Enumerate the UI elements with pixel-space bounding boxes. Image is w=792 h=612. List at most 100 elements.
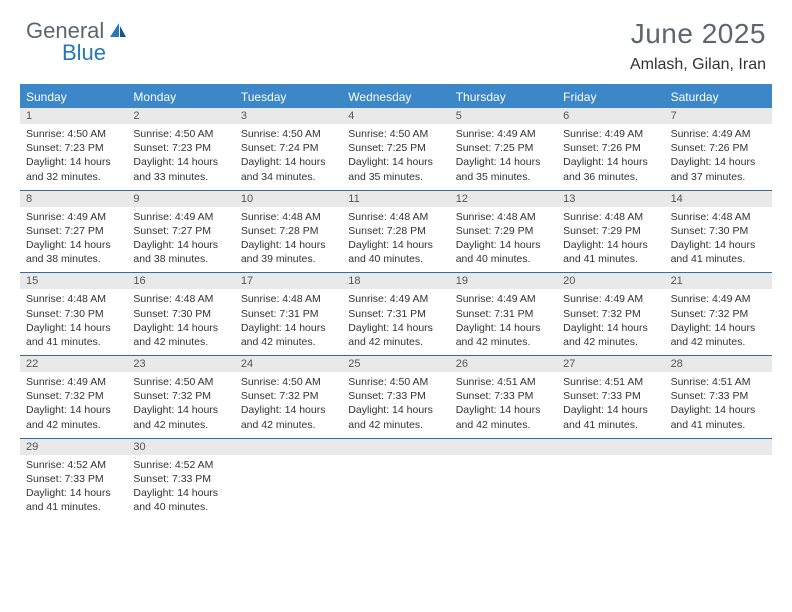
day-number: 11 bbox=[342, 191, 449, 207]
daylight-line: Daylight: 14 hours and 42 minutes. bbox=[456, 403, 551, 431]
sunrise-line: Sunrise: 4:48 AM bbox=[26, 292, 121, 306]
sunset-line: Sunset: 7:33 PM bbox=[348, 389, 443, 403]
day-content: Sunrise: 4:50 AMSunset: 7:24 PMDaylight:… bbox=[235, 124, 342, 190]
sunrise-line: Sunrise: 4:49 AM bbox=[26, 210, 121, 224]
day-number bbox=[450, 439, 557, 455]
sunrise-line: Sunrise: 4:48 AM bbox=[671, 210, 766, 224]
day-number: 20 bbox=[557, 273, 664, 289]
day-content: Sunrise: 4:50 AMSunset: 7:25 PMDaylight:… bbox=[342, 124, 449, 190]
sunset-line: Sunset: 7:33 PM bbox=[671, 389, 766, 403]
day-content: Sunrise: 4:49 AMSunset: 7:32 PMDaylight:… bbox=[557, 289, 664, 355]
day-cell: 7Sunrise: 4:49 AMSunset: 7:26 PMDaylight… bbox=[665, 108, 772, 190]
daylight-line: Daylight: 14 hours and 38 minutes. bbox=[26, 238, 121, 266]
sunset-line: Sunset: 7:28 PM bbox=[348, 224, 443, 238]
day-cell: 29 Sunrise: 4:52 AMSunset: 7:33 PMDayligh… bbox=[20, 439, 127, 521]
day-cell: 23Sunrise: 4:50 AMSunset: 7:32 PMDayligh… bbox=[127, 356, 234, 438]
week-row: 1Sunrise: 4:50 AMSunset: 7:23 PMDaylight… bbox=[20, 108, 772, 191]
sunset-line: Sunset: 7:32 PM bbox=[563, 307, 658, 321]
daylight-line: Daylight: 14 hours and 42 minutes. bbox=[26, 403, 121, 431]
day-content: Sunrise: 4:49 AMSunset: 7:32 PMDaylight:… bbox=[20, 372, 127, 438]
day-cell: 14Sunrise: 4:48 AMSunset: 7:30 PMDayligh… bbox=[665, 191, 772, 273]
day-content: Sunrise: 4:48 AMSunset: 7:30 PMDaylight:… bbox=[20, 289, 127, 355]
day-cell: 30Sunrise: 4:52 AMSunset: 7:33 PMDayligh… bbox=[127, 439, 234, 521]
sunrise-line: Sunrise: 4:49 AM bbox=[456, 292, 551, 306]
sunrise-line: Sunrise: 4:50 AM bbox=[348, 127, 443, 141]
day-number bbox=[665, 439, 772, 455]
sunset-line: Sunset: 7:33 PM bbox=[456, 389, 551, 403]
sunrise-line: Sunrise: 4:49 AM bbox=[563, 292, 658, 306]
day-cell: 2Sunrise: 4:50 AMSunset: 7:23 PMDaylight… bbox=[127, 108, 234, 190]
day-number: 30 bbox=[127, 439, 234, 455]
sunrise-line: Sunrise: 4:50 AM bbox=[133, 127, 228, 141]
day-cell: 18Sunrise: 4:49 AMSunset: 7:31 PMDayligh… bbox=[342, 273, 449, 355]
logo-text-blue: Blue bbox=[62, 40, 106, 66]
sunrise-line: Sunrise: 4:52 AM bbox=[26, 458, 121, 472]
day-number: 8 bbox=[20, 191, 127, 207]
sunset-line: Sunset: 7:31 PM bbox=[348, 307, 443, 321]
week-row: 29Sunrise: 4:52 AMSunset: 7:33 PMDayligh… bbox=[20, 439, 772, 521]
daylight-line: Daylight: 14 hours and 38 minutes. bbox=[133, 238, 228, 266]
sunset-line: Sunset: 7:33 PM bbox=[26, 472, 121, 486]
month-title: June 2025 bbox=[630, 18, 766, 50]
day-content: Sunrise: 4:49 AMSunset: 7:27 PMDaylight:… bbox=[20, 207, 127, 273]
sunset-line: Sunset: 7:28 PM bbox=[241, 224, 336, 238]
day-number: 4 bbox=[342, 108, 449, 124]
daylight-line: Daylight: 14 hours and 41 minutes. bbox=[563, 403, 658, 431]
sunrise-line: Sunrise: 4:48 AM bbox=[133, 292, 228, 306]
day-cell: 11Sunrise: 4:48 AMSunset: 7:28 PMDayligh… bbox=[342, 191, 449, 273]
daylight-line: Daylight: 14 hours and 41 minutes. bbox=[563, 238, 658, 266]
day-header-sun: Sunday bbox=[20, 86, 127, 108]
daylight-line: Daylight: 14 hours and 42 minutes. bbox=[241, 403, 336, 431]
sunset-line: Sunset: 7:25 PM bbox=[348, 141, 443, 155]
daylight-line: Daylight: 14 hours and 41 minutes. bbox=[26, 486, 121, 514]
sunset-line: Sunset: 7:30 PM bbox=[26, 307, 121, 321]
sunrise-line: Sunrise: 4:48 AM bbox=[456, 210, 551, 224]
daylight-line: Daylight: 14 hours and 42 minutes. bbox=[241, 321, 336, 349]
day-content: Sunrise: 4:48 AMSunset: 7:28 PMDaylight:… bbox=[235, 207, 342, 273]
sunset-line: Sunset: 7:32 PM bbox=[133, 389, 228, 403]
day-number: 5 bbox=[450, 108, 557, 124]
day-cell: 10Sunrise: 4:48 AMSunset: 7:28 PMDayligh… bbox=[235, 191, 342, 273]
sunset-line: Sunset: 7:27 PM bbox=[26, 224, 121, 238]
day-cell: 5Sunrise: 4:49 AMSunset: 7:25 PMDaylight… bbox=[450, 108, 557, 190]
daylight-line: Daylight: 14 hours and 42 minutes. bbox=[456, 321, 551, 349]
daylight-line: Daylight: 14 hours and 39 minutes. bbox=[241, 238, 336, 266]
sunrise-line: Sunrise: 4:50 AM bbox=[241, 375, 336, 389]
day-header-tue: Tuesday bbox=[235, 86, 342, 108]
day-number: 9 bbox=[127, 191, 234, 207]
day-number: 28 bbox=[665, 356, 772, 372]
sunset-line: Sunset: 7:23 PM bbox=[133, 141, 228, 155]
day-number: 23 bbox=[127, 356, 234, 372]
sunset-line: Sunset: 7:32 PM bbox=[241, 389, 336, 403]
sunset-line: Sunset: 7:24 PM bbox=[241, 141, 336, 155]
day-number: 21 bbox=[665, 273, 772, 289]
day-number: 29 bbox=[20, 439, 127, 455]
sunset-line: Sunset: 7:33 PM bbox=[133, 472, 228, 486]
day-cell: 1Sunrise: 4:50 AMSunset: 7:23 PMDaylight… bbox=[20, 108, 127, 190]
daylight-line: Daylight: 14 hours and 40 minutes. bbox=[133, 486, 228, 514]
day-number: 3 bbox=[235, 108, 342, 124]
sunrise-line: Sunrise: 4:49 AM bbox=[563, 127, 658, 141]
calendar: Sunday Monday Tuesday Wednesday Thursday… bbox=[20, 84, 772, 520]
sunset-line: Sunset: 7:31 PM bbox=[456, 307, 551, 321]
sunrise-line: Sunrise: 4:50 AM bbox=[26, 127, 121, 141]
sunrise-line: Sunrise: 4:51 AM bbox=[563, 375, 658, 389]
daylight-line: Daylight: 14 hours and 41 minutes. bbox=[671, 403, 766, 431]
sunrise-line: Sunrise: 4:49 AM bbox=[26, 375, 121, 389]
sunrise-line: Sunrise: 4:50 AM bbox=[348, 375, 443, 389]
day-content: Sunrise: 4:48 AMSunset: 7:30 PMDaylight:… bbox=[665, 207, 772, 273]
day-number: 6 bbox=[557, 108, 664, 124]
day-content: Sunrise: 4:50 AMSunset: 7:32 PMDaylight:… bbox=[127, 372, 234, 438]
sunset-line: Sunset: 7:32 PM bbox=[671, 307, 766, 321]
day-content: Sunrise: 4:50 AMSunset: 7:23 PMDaylight:… bbox=[127, 124, 234, 190]
sunrise-line: Sunrise: 4:51 AM bbox=[671, 375, 766, 389]
sunset-line: Sunset: 7:30 PM bbox=[133, 307, 228, 321]
day-content: Sunrise: 4:49 AMSunset: 7:26 PMDaylight:… bbox=[665, 124, 772, 190]
sunset-line: Sunset: 7:29 PM bbox=[456, 224, 551, 238]
day-content: Sunrise: 4:49 AMSunset: 7:27 PMDaylight:… bbox=[127, 207, 234, 273]
day-content: Sunrise: 4:48 AMSunset: 7:30 PMDaylight:… bbox=[127, 289, 234, 355]
daylight-line: Daylight: 14 hours and 32 minutes. bbox=[26, 155, 121, 183]
day-cell: 20Sunrise: 4:49 AMSunset: 7:32 PMDayligh… bbox=[557, 273, 664, 355]
daylight-line: Daylight: 14 hours and 40 minutes. bbox=[456, 238, 551, 266]
sunrise-line: Sunrise: 4:49 AM bbox=[133, 210, 228, 224]
